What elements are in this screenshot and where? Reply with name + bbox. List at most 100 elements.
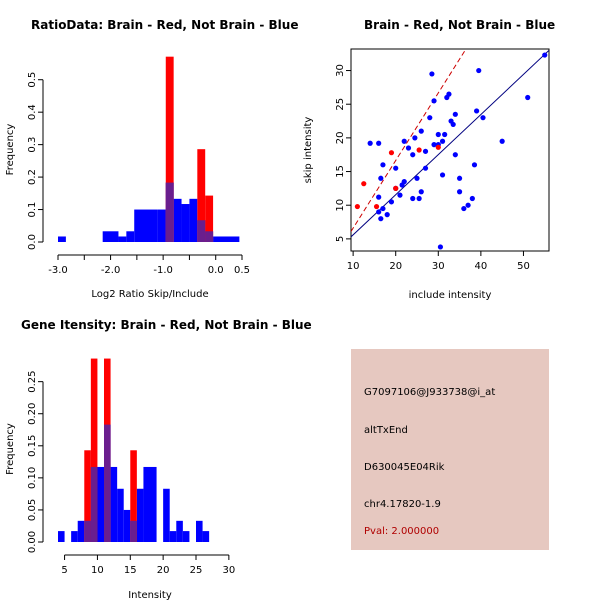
blue-bar xyxy=(97,466,104,542)
not-brain-point xyxy=(471,162,478,168)
not-brain-point xyxy=(461,205,467,212)
blue-bar xyxy=(202,531,210,542)
x-tick-label: 30 xyxy=(222,565,235,576)
red-bar xyxy=(205,195,214,242)
brain-point xyxy=(416,147,422,153)
not-brain-point xyxy=(446,91,452,97)
x-tick-label: 30 xyxy=(432,261,445,272)
y-axis-label: Frequency xyxy=(5,124,16,176)
not-brain-point xyxy=(422,148,429,154)
not-brain-point xyxy=(412,135,418,141)
not-brain-point xyxy=(465,202,471,208)
overlap-bar xyxy=(90,466,98,542)
y-tick-label: 10 xyxy=(335,199,346,212)
not-brain-point xyxy=(397,192,403,198)
not-brain-point xyxy=(474,108,480,114)
y-tick-label: 0.4 xyxy=(27,104,38,120)
not-brain-point xyxy=(376,209,382,215)
blue-bar xyxy=(71,531,78,542)
not-brain-point xyxy=(410,152,416,158)
blue-bar xyxy=(169,531,177,542)
blue-bar xyxy=(143,466,150,542)
y-tick-label: 0.5 xyxy=(27,72,38,88)
not-brain-point xyxy=(380,205,386,212)
not-brain-point xyxy=(384,212,390,218)
not-brain-point xyxy=(452,111,458,117)
blue-bar xyxy=(58,531,65,542)
probe-id-text: G7097106@J933738@i_at xyxy=(364,387,496,398)
not-brain-point xyxy=(442,131,448,138)
not-brain-point xyxy=(414,175,420,181)
not-brain-point xyxy=(378,175,384,181)
red-bar xyxy=(165,56,174,242)
x-tick-label: -2.0 xyxy=(101,265,121,276)
not-brain-point xyxy=(525,94,531,101)
not-brain-point xyxy=(499,138,505,144)
blue-bar xyxy=(136,488,144,542)
blue-bar xyxy=(182,531,190,542)
x-tick-label: 25 xyxy=(190,565,203,576)
blue-bar xyxy=(118,236,127,242)
y-tick-label: 25 xyxy=(335,98,346,111)
x-tick-label: 50 xyxy=(517,261,530,272)
blue-bar xyxy=(150,466,157,542)
not-brain-point xyxy=(429,71,435,77)
not-brain-point xyxy=(416,195,422,202)
not-brain-point xyxy=(376,140,382,146)
y-axis-label: Frequency xyxy=(5,423,16,475)
chart-title: Brain - Red, Not Brain - Blue xyxy=(364,18,555,32)
pval-text: Pval: 2.000000 xyxy=(364,526,440,537)
y-tick-label: 0.00 xyxy=(27,531,38,553)
blue-bar xyxy=(77,520,85,542)
not-brain-point xyxy=(376,194,382,200)
not-brain-point xyxy=(393,165,399,171)
blue-bar xyxy=(117,488,124,542)
y-tick-label: 15 xyxy=(335,165,346,178)
red-bar xyxy=(90,358,98,542)
y-tick-label: 30 xyxy=(335,64,346,77)
y-tick-label: 0.20 xyxy=(27,403,38,425)
not-brain-point xyxy=(431,142,437,148)
not-brain-point xyxy=(437,244,444,250)
blue-bar xyxy=(102,231,119,242)
chart-title: RatioData: Brain - Red, Not Brain - Blue xyxy=(31,18,298,32)
not-brain-point xyxy=(450,121,456,128)
intensity-scatter-panel: Brain - Red, Not Brain - Blue 10 20 30 40 50 5… xyxy=(303,18,555,301)
brain-point xyxy=(435,144,441,150)
not-brain-point xyxy=(405,145,412,151)
x-tick-label: 5 xyxy=(61,565,67,576)
red-bar xyxy=(84,450,91,542)
gene-intensity-histogram-panel: Gene Itensity: Brain - Red, Not Brain - … xyxy=(5,318,312,600)
blue-bar xyxy=(176,520,183,542)
not-brain-point xyxy=(542,52,548,58)
overlap-bar xyxy=(104,424,111,542)
not-brain-point xyxy=(431,98,437,104)
not-brain-point xyxy=(367,140,373,146)
blue-bar xyxy=(110,466,118,542)
not-brain-point xyxy=(469,195,475,202)
not-brain-fit-line xyxy=(351,49,549,238)
not-brain-point xyxy=(427,115,433,121)
not-brain-point xyxy=(456,189,463,195)
not-brain-point xyxy=(435,131,441,138)
red-bar xyxy=(197,149,206,242)
x-tick-label: 0.5 xyxy=(234,265,250,276)
not-brain-point xyxy=(401,179,407,185)
y-tick-label: 0.05 xyxy=(27,499,38,521)
x-tick-label: -1.0 xyxy=(153,265,173,276)
not-brain-point xyxy=(418,128,424,134)
not-brain-point xyxy=(439,138,446,144)
blue-bar xyxy=(173,198,182,242)
x-axis-label: Log2 Ratio Skip/Include xyxy=(91,289,208,300)
y-tick-label: 5 xyxy=(335,236,346,242)
blue-bar xyxy=(181,204,190,242)
not-brain-point xyxy=(380,162,386,168)
brain-point xyxy=(361,181,367,187)
y-tick-label: 0.2 xyxy=(27,169,38,185)
x-tick-label: 15 xyxy=(124,565,137,576)
blue-bar xyxy=(163,488,170,542)
blue-bar xyxy=(213,236,240,242)
y-tick-label: 0.0 xyxy=(27,234,38,250)
overlap-bar xyxy=(84,520,91,542)
overlap-bar xyxy=(165,182,174,242)
